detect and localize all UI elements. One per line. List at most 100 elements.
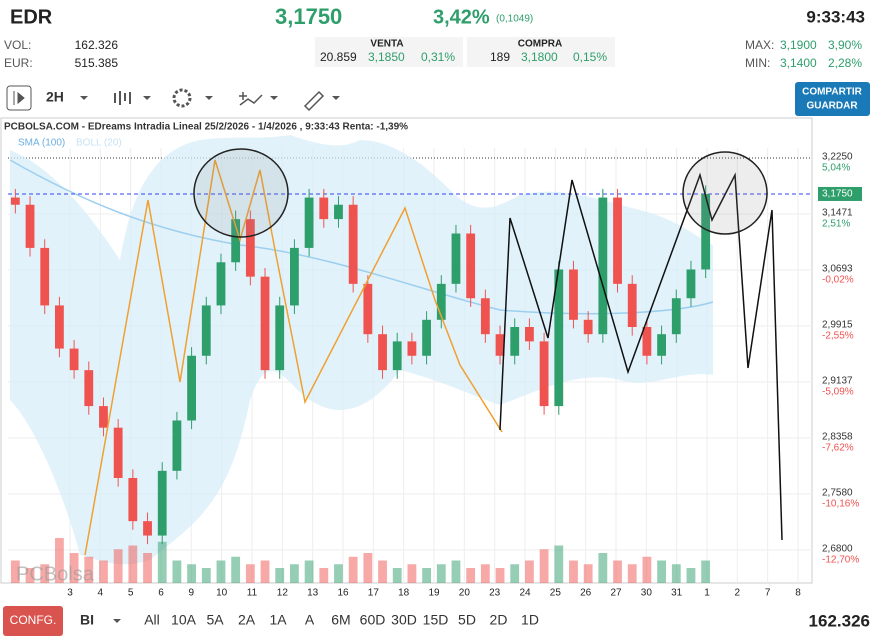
eur: 515.385 [75, 56, 119, 70]
period-button[interactable]: 5A [206, 612, 224, 628]
candle-body [436, 283, 446, 320]
x-tick-label: 30 [641, 588, 653, 599]
period-button[interactable]: 5D [458, 612, 476, 628]
x-tick-label: 9 [189, 588, 195, 599]
volume-bar [304, 560, 314, 583]
volume-bar [510, 564, 520, 583]
compra-box [467, 37, 615, 67]
candle-body [260, 276, 270, 371]
candle-body [25, 204, 35, 248]
vol-label: VOL: [4, 38, 31, 52]
price: 3,1750 [275, 4, 342, 29]
volume-bar [363, 553, 373, 583]
period-button[interactable]: 10A [171, 612, 197, 628]
volume-bar [539, 549, 549, 583]
period-button[interactable]: 2A [238, 612, 256, 628]
candle-body [113, 427, 123, 479]
config-text: CONFG. [10, 613, 57, 627]
candle-body [569, 269, 578, 320]
period-button[interactable]: 60D [360, 612, 386, 628]
venta-qty: 20.859 [320, 50, 357, 64]
y-tick-pct: -7,62% [822, 443, 854, 454]
chart-type-icon[interactable] [114, 91, 131, 105]
pen-icon[interactable] [303, 90, 325, 112]
y-tick-label: 3,2250 [822, 152, 853, 163]
share-text: COMPARTIR [802, 87, 863, 98]
indicator-label: SMA (100) [18, 138, 65, 149]
volume-bar [422, 568, 431, 583]
min: 3,1400 [780, 56, 817, 70]
share-button[interactable] [795, 82, 870, 116]
y-tick-pct: -12,70% [822, 555, 859, 566]
candle-body [187, 355, 196, 421]
footer-volume: 162.326 [809, 611, 870, 630]
x-tick-label: 3 [67, 588, 73, 599]
panel-icon [13, 91, 25, 105]
volume-bar [642, 556, 652, 583]
period-button[interactable]: 1A [269, 612, 287, 628]
period-button[interactable]: 6M [331, 612, 350, 628]
candle-body [40, 247, 50, 306]
period-button[interactable]: 30D [391, 612, 417, 628]
volume-bar [598, 553, 608, 583]
volume-bar [55, 538, 64, 583]
volume-bar [525, 560, 534, 583]
indicator-label: BOLL (20) [76, 138, 122, 149]
x-tick-label: 31 [671, 588, 683, 599]
volume-bar [84, 556, 94, 583]
candle-body [525, 327, 534, 342]
volume-bar [157, 541, 167, 583]
x-tick-label: 24 [519, 588, 531, 599]
max-label: MAX: [745, 38, 774, 52]
period-button[interactable]: 2D [490, 612, 508, 628]
y-tick-pct: -5,09% [822, 387, 854, 398]
candle-body [84, 370, 94, 407]
volume-bar [436, 564, 446, 583]
volume-bar [216, 560, 226, 583]
venta-title: VENTA [370, 39, 403, 50]
volume-bar [701, 560, 711, 583]
candle-body [539, 341, 549, 407]
volume-bar [569, 560, 578, 583]
x-tick-label: 23 [489, 588, 501, 599]
period-button[interactable]: A [305, 612, 315, 628]
period-button[interactable]: All [144, 612, 160, 628]
symbol: EDR [10, 6, 53, 28]
settings-icon[interactable] [172, 88, 192, 108]
volume-bar [143, 553, 152, 583]
candle-body [201, 305, 211, 356]
y-tick-label: 2,6800 [822, 544, 853, 555]
candle-body [451, 233, 461, 284]
volume-bar [495, 568, 505, 583]
config-button[interactable] [3, 606, 63, 636]
compra-qty: 189 [490, 50, 510, 64]
mode[interactable]: BI [80, 612, 94, 628]
volume-bar [10, 560, 20, 583]
max-pct: 3,90% [828, 38, 862, 52]
candle-body [69, 348, 79, 371]
candle-body [495, 334, 505, 356]
volume-bar [290, 564, 299, 583]
y-tick-label: 2,9915 [822, 320, 853, 331]
volume-bar [334, 564, 343, 583]
x-tick-label: 4 [98, 588, 104, 599]
volume-bar [275, 568, 285, 583]
panel-toggle[interactable] [6, 85, 32, 111]
candle-body [701, 193, 711, 270]
eur-label: EUR: [4, 56, 33, 70]
interval[interactable]: 2H [46, 89, 64, 105]
compra-price: 3,1800 [521, 50, 558, 64]
last-price-box [818, 186, 862, 201]
candle-body [304, 197, 314, 248]
candle-body [10, 197, 20, 205]
draw-icon[interactable] [239, 92, 263, 106]
share-text: GUARDAR [806, 101, 858, 112]
x-tick-label: 13 [307, 588, 319, 599]
period-button[interactable]: 15D [423, 612, 449, 628]
volume-bar [657, 560, 666, 583]
volume-bar [319, 568, 329, 583]
candle-body [319, 197, 329, 220]
x-tick-label: 8 [795, 588, 801, 599]
volume-bar [392, 568, 402, 583]
period-button[interactable]: 1D [521, 612, 539, 628]
